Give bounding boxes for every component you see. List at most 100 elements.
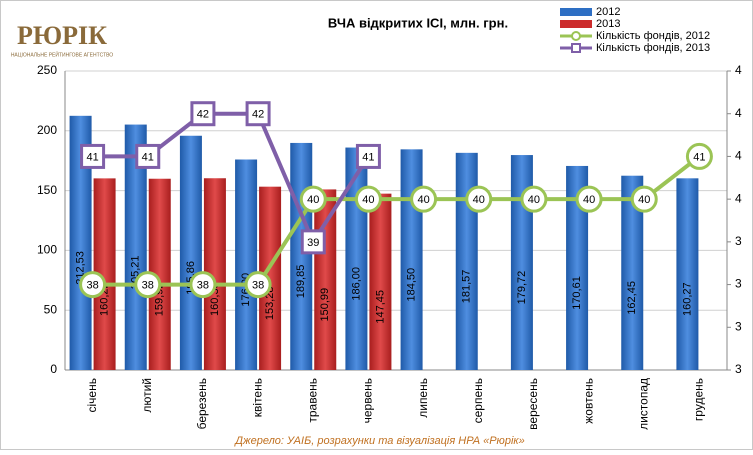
bar-label: 186,00 [350, 267, 362, 301]
point-label: 41 [362, 151, 374, 163]
marker [465, 185, 493, 213]
bar-label: 179,72 [516, 271, 528, 305]
point-label: 38 [142, 279, 154, 291]
y2-tick-label: 3 [735, 362, 742, 376]
x-tick-label: січень [85, 378, 99, 412]
y2-tick-label: 3 [735, 319, 742, 333]
bar [400, 149, 423, 370]
y2-tick-label: 3 [735, 277, 742, 291]
bar-label: 189,85 [295, 265, 307, 299]
legend-label: Кількість фондів, 2012 [596, 30, 710, 42]
marker [575, 185, 603, 213]
point-label: 42 [197, 109, 209, 121]
y2-tick-label: 3 [735, 234, 742, 248]
marker [300, 229, 326, 255]
y-tick-label: 50 [44, 302, 58, 316]
logo-name: РЮРІК [17, 21, 107, 50]
point-label: 38 [86, 279, 98, 291]
point-label: 40 [528, 194, 540, 206]
x-tick-label: червень [361, 378, 375, 423]
bar-label: 170,61 [571, 276, 583, 310]
bar-label: 162,45 [626, 281, 638, 315]
bar-label: 150,99 [319, 288, 331, 322]
bar [69, 115, 92, 370]
legend-label: 2012 [596, 6, 620, 18]
x-tick-label: вересень [526, 378, 540, 430]
legend-label: Кількість фондів, 2013 [596, 42, 710, 54]
bar [369, 193, 392, 370]
bar-label: 147,45 [374, 290, 386, 324]
bar-label: 184,50 [405, 268, 417, 302]
marker [410, 185, 438, 213]
marker [630, 185, 658, 213]
bar [259, 186, 282, 370]
y-tick-label: 150 [37, 183, 57, 197]
marker [685, 142, 713, 170]
point-label: 41 [86, 151, 98, 163]
marker [190, 101, 216, 127]
y2-tick-label: 4 [735, 63, 742, 77]
y-tick-label: 0 [50, 362, 57, 376]
x-tick-label: березень [195, 378, 209, 429]
point-label: 41 [142, 151, 154, 163]
bar [203, 178, 226, 370]
point-label: 40 [473, 194, 485, 206]
bar-label: 153,28 [264, 287, 276, 321]
x-tick-label: серпень [471, 378, 485, 423]
source: Джерело: УАІБ, розрахунки та візуалізаці… [233, 435, 524, 447]
point-label: 38 [252, 279, 264, 291]
marker [189, 271, 217, 299]
y-tick-label: 200 [37, 123, 57, 137]
point-label: 41 [693, 151, 705, 163]
bar [455, 152, 478, 370]
x-tick-label: травень [305, 378, 319, 423]
bar [148, 178, 171, 370]
point-label: 40 [417, 194, 429, 206]
bar [235, 159, 258, 370]
marker [244, 271, 272, 299]
bar [621, 175, 644, 370]
point-label: 42 [252, 109, 264, 121]
x-tick-label: листопад [636, 378, 650, 430]
point-label: 40 [362, 194, 374, 206]
bar [93, 178, 116, 370]
marker [135, 143, 161, 169]
point-label: 40 [307, 194, 319, 206]
legend-swatch [560, 20, 592, 28]
bar-label: 160,27 [681, 282, 693, 316]
y2-tick-label: 4 [735, 149, 742, 163]
legend-marker [571, 43, 581, 53]
marker [354, 185, 382, 213]
marker [79, 271, 107, 299]
x-tick-label: жовтень [581, 378, 595, 424]
point-label: 40 [583, 194, 595, 206]
y2-tick-label: 4 [735, 106, 742, 120]
point-label: 38 [197, 279, 209, 291]
point-label: 40 [638, 194, 650, 206]
bar [345, 147, 368, 370]
bar [566, 165, 589, 370]
bar [124, 124, 147, 370]
y-tick-label: 250 [37, 63, 57, 77]
x-tick-label: липень [416, 378, 430, 418]
bar [314, 189, 337, 370]
point-label: 39 [307, 237, 319, 249]
chart-title: ВЧА відкритих ІСІ, млн. грн. [328, 15, 508, 30]
legend-swatch [560, 8, 592, 16]
x-tick-label: грудень [692, 378, 706, 421]
marker [520, 185, 548, 213]
marker [134, 271, 162, 299]
x-tick-label: квітень [250, 378, 264, 417]
bar-label: 181,57 [461, 270, 473, 304]
legend-marker [571, 31, 581, 41]
marker [355, 143, 381, 169]
legend-label: 2013 [596, 18, 620, 30]
marker [80, 143, 106, 169]
bar [290, 142, 313, 370]
x-tick-label: лютий [140, 378, 154, 413]
y-tick-label: 100 [37, 243, 57, 257]
bar [676, 178, 699, 370]
logo-tagline: НАЦІОНАЛЬНЕ РЕЙТИНГОВЕ АГЕНТСТВО [11, 50, 113, 58]
y2-tick-label: 4 [735, 191, 742, 205]
